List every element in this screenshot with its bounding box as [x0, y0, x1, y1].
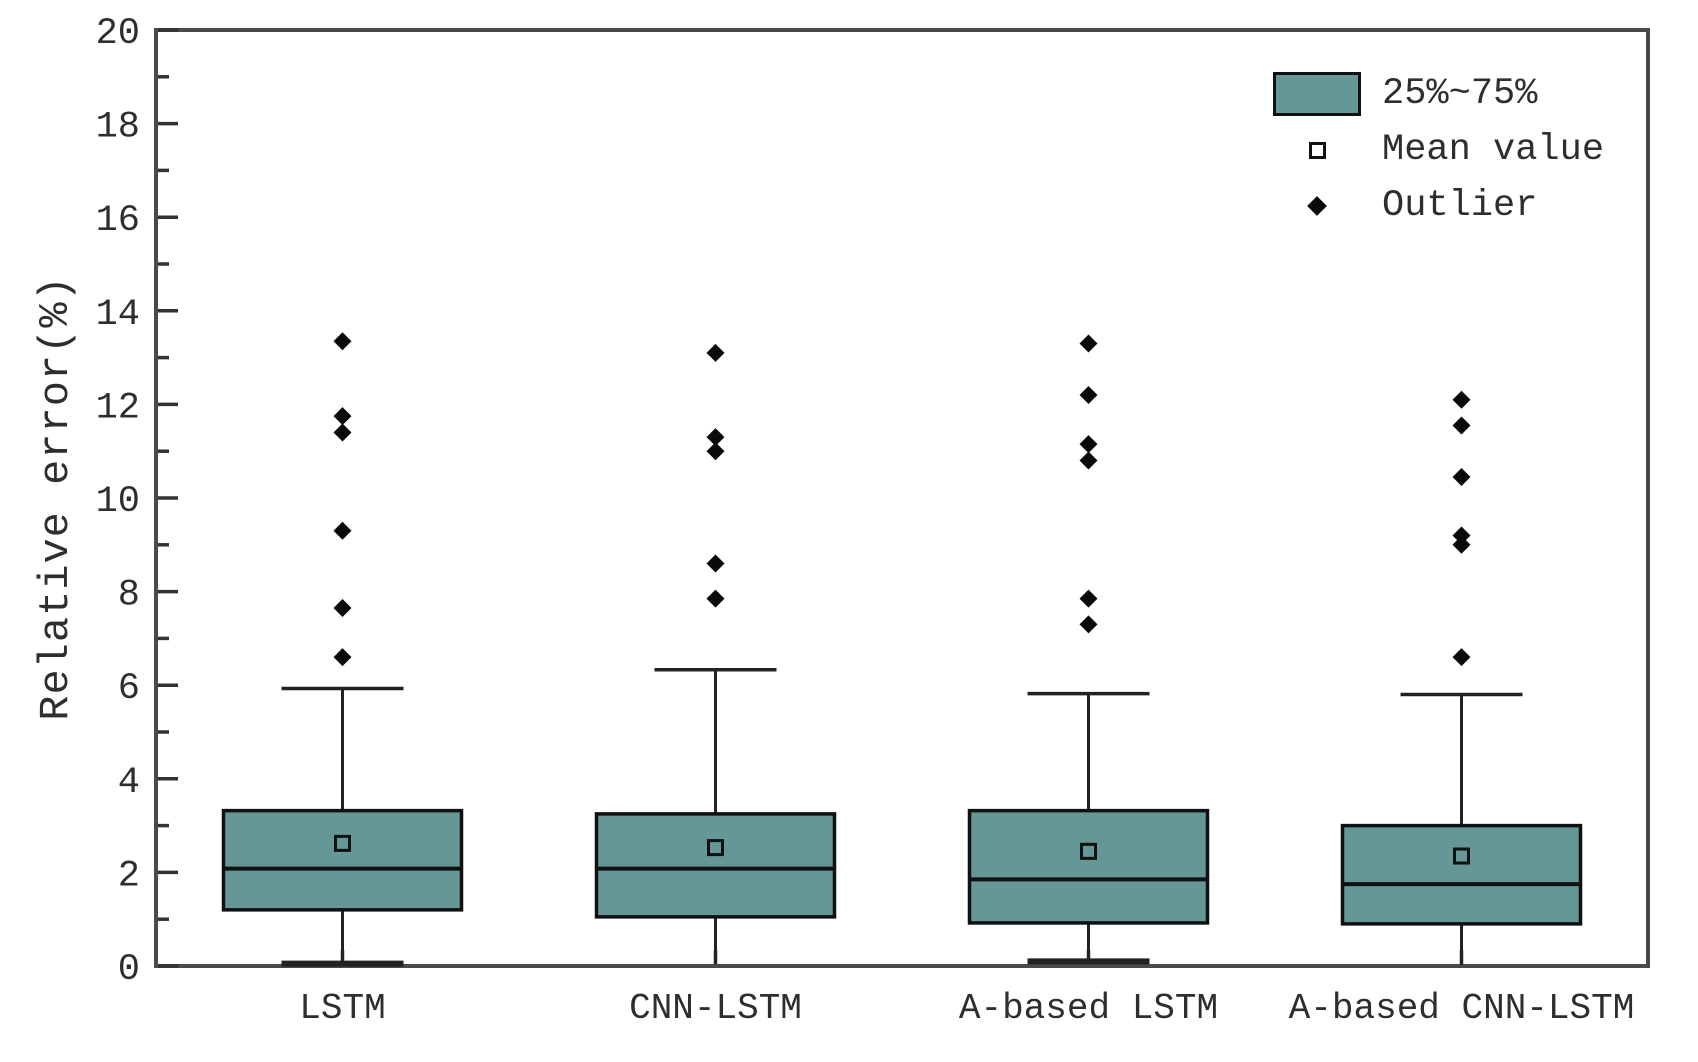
y-axis-title: Relative error(%)	[32, 275, 80, 721]
outlier-point	[706, 428, 725, 447]
outlier-point	[1452, 390, 1471, 409]
outlier-point	[333, 521, 352, 540]
iqr-box	[1340, 823, 1583, 926]
legend-label-outlier: Outlier	[1382, 185, 1538, 227]
iqr-box	[967, 808, 1210, 925]
y-tick-label: 4	[118, 762, 140, 804]
legend-row-outlier: Outlier	[1252, 182, 1604, 230]
outlier-point	[333, 648, 352, 667]
outlier-point	[1079, 334, 1098, 353]
y-tick-label: 14	[96, 294, 140, 336]
legend-label-iqr: 25%~75%	[1382, 73, 1538, 115]
outlier-point	[1452, 526, 1471, 545]
mean-marker	[1080, 842, 1097, 860]
legend-label-mean: Mean value	[1382, 129, 1605, 171]
outlier-point	[1452, 416, 1471, 435]
x-category-label-cnn-lstm: CNN-LSTM	[629, 988, 802, 1029]
iqr-box	[594, 812, 837, 919]
outlier-point	[1079, 435, 1098, 454]
outlier-point	[1079, 451, 1098, 470]
outlier-point	[1452, 648, 1471, 667]
y-tick-label: 20	[96, 13, 140, 55]
y-tick-label: 18	[96, 107, 140, 149]
y-tick-label: 6	[118, 668, 140, 710]
outlier-point	[1452, 467, 1471, 486]
outlier-point	[706, 589, 725, 608]
outlier-point	[706, 343, 725, 362]
outlier-point	[1079, 589, 1098, 608]
outlier-point	[1079, 386, 1098, 405]
mean-marker	[1453, 847, 1470, 865]
x-category-label-a-based-cnn-lstm: A-based CNN-LSTM	[1288, 988, 1635, 1029]
outlier-point	[706, 442, 725, 461]
legend-row-iqr: 25%~75%	[1252, 70, 1604, 118]
outlier-point	[333, 423, 352, 442]
x-category-label-a-based-lstm: A-based LSTM	[958, 988, 1219, 1029]
outlier-point	[1452, 535, 1471, 554]
outlier-point	[333, 407, 352, 426]
x-category-label-lstm: LSTM	[299, 988, 386, 1029]
mean-marker	[334, 834, 351, 852]
legend-row-mean: Mean value	[1252, 126, 1604, 174]
y-tick-label: 8	[118, 575, 140, 617]
y-tick-label: 10	[96, 481, 140, 523]
y-tick-label: 0	[118, 949, 140, 991]
outlier-point	[1079, 615, 1098, 634]
outlier-point	[333, 598, 352, 617]
y-tick-label: 2	[118, 855, 140, 897]
plot-frame	[154, 28, 1650, 968]
iqr-box	[221, 808, 464, 912]
outlier-point	[706, 554, 725, 573]
mean-marker	[707, 839, 724, 857]
chart-legend: 25%~75% Mean value Outlier	[1252, 70, 1604, 230]
mean-square-icon	[1252, 141, 1382, 159]
y-tick-label: 16	[96, 200, 140, 242]
outlier-diamond-icon	[1252, 196, 1382, 216]
y-tick-label: 12	[96, 387, 140, 429]
outlier-point	[333, 332, 352, 351]
iqr-box-swatch-icon	[1252, 72, 1382, 116]
